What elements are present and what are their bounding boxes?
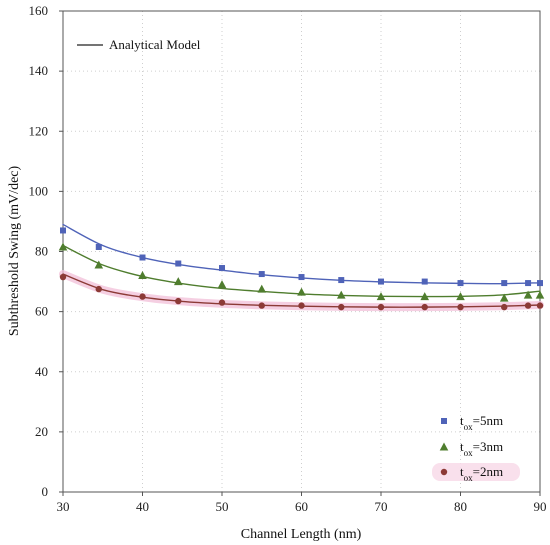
legend-label-sub-2: ox (464, 448, 474, 458)
legend-label-main-2: t (460, 439, 464, 454)
y-tick-label: 60 (35, 304, 48, 319)
series-marker-1-14 (537, 280, 543, 287)
x-tick-label: 30 (57, 499, 70, 514)
y-tick-label: 40 (35, 364, 48, 379)
x-tick-label: 90 (534, 499, 547, 514)
series-marker-1-9 (378, 278, 384, 285)
series-marker-3-14 (536, 302, 544, 309)
x-tick-label: 40 (136, 499, 149, 514)
legend-label-sub-1: ox (464, 422, 474, 432)
series-marker-3-11 (457, 303, 464, 311)
series-marker-2-12 (499, 293, 509, 302)
series-marker-2-3 (138, 271, 147, 280)
legend-label-sub-3: ox (464, 473, 474, 483)
series-marker-3-6 (258, 302, 265, 309)
series-marker-2-10 (420, 292, 430, 301)
axis-layer: 30 40 50 60 70 80 90 0 20 40 60 80 100 120 140 160 (29, 3, 547, 514)
series-marker-3-1 (59, 273, 67, 281)
series-marker-2-2 (94, 260, 104, 269)
x-tick-label: 60 (295, 499, 308, 514)
legend-marker-2 (439, 442, 449, 451)
series-marker-3-8 (338, 303, 345, 311)
series-marker-2-1 (58, 242, 68, 251)
y-tick-label: 80 (35, 244, 48, 259)
legend-label-tail-1: =5nm (473, 413, 503, 428)
series-marker-2-14 (535, 290, 545, 299)
series-marker-3-3 (139, 293, 146, 300)
y-tick-label: 120 (29, 123, 49, 138)
x-tick-label: 80 (454, 499, 467, 514)
series-marker-2-13 (523, 290, 533, 299)
series-marker-2-8 (336, 290, 346, 299)
series-marker-1-6 (258, 271, 265, 278)
x-axis-title: Channel Length (nm) (241, 527, 362, 542)
series-marker-3-4 (175, 297, 182, 305)
series-marker-1-7 (298, 274, 305, 281)
series-marker-1-11 (457, 280, 464, 287)
series-marker-3-2 (95, 285, 102, 293)
y-tick-label: 0 (42, 484, 49, 499)
legend-label-tail-2: =3nm (473, 439, 503, 454)
series-layer (58, 223, 545, 312)
series-marker-1-1 (60, 227, 66, 234)
legend-label-tail-3: =2nm (473, 464, 503, 479)
legend-label-3: tox=2nm (460, 464, 503, 483)
series-marker-1-2 (95, 243, 102, 250)
legend-highlight (432, 463, 520, 481)
series-marker-1-8 (338, 277, 345, 284)
series-marker-1-12 (501, 280, 508, 287)
y-tick-label: 160 (29, 3, 49, 18)
series-marker-3-5 (218, 299, 226, 306)
legend-label-main-1: t (460, 413, 464, 428)
x-tick-label: 50 (216, 499, 229, 514)
y-tick-label: 20 (35, 424, 48, 439)
grid-layer (62, 10, 541, 493)
series-marker-2-6 (257, 284, 267, 293)
legend-marker-1 (441, 418, 447, 424)
series-marker-1-13 (525, 280, 532, 287)
legend-marker-3 (440, 468, 448, 476)
series-marker-2-7 (297, 287, 306, 296)
y-axis-title: Subthreshold Swing (mV/dec) (7, 166, 22, 337)
series-marker-3-13 (524, 302, 532, 309)
y-tick-label: 100 (29, 183, 49, 198)
series-marker-2-5 (217, 280, 227, 289)
series-marker-2-4 (173, 277, 183, 286)
series-marker-2-11 (456, 292, 465, 301)
series-marker-1-3 (139, 254, 146, 261)
analytical-model-label: Analytical Model (109, 37, 201, 52)
x-tick-label: 70 (375, 499, 388, 514)
y-tick-label: 140 (29, 63, 49, 78)
series-marker-3-10 (421, 303, 428, 311)
series-marker-3-12 (501, 303, 508, 311)
series-marker-3-9 (377, 303, 385, 311)
legend-label-2: tox=3nm (460, 439, 503, 458)
series-marker-1-4 (175, 260, 182, 267)
legend-label-main-3: t (460, 464, 464, 479)
legend-label-1: tox=5nm (460, 413, 503, 432)
series-marker-2-9 (376, 292, 386, 301)
series-marker-3-7 (298, 302, 305, 309)
series-marker-1-10 (421, 278, 428, 285)
series-marker-1-5 (219, 265, 225, 272)
